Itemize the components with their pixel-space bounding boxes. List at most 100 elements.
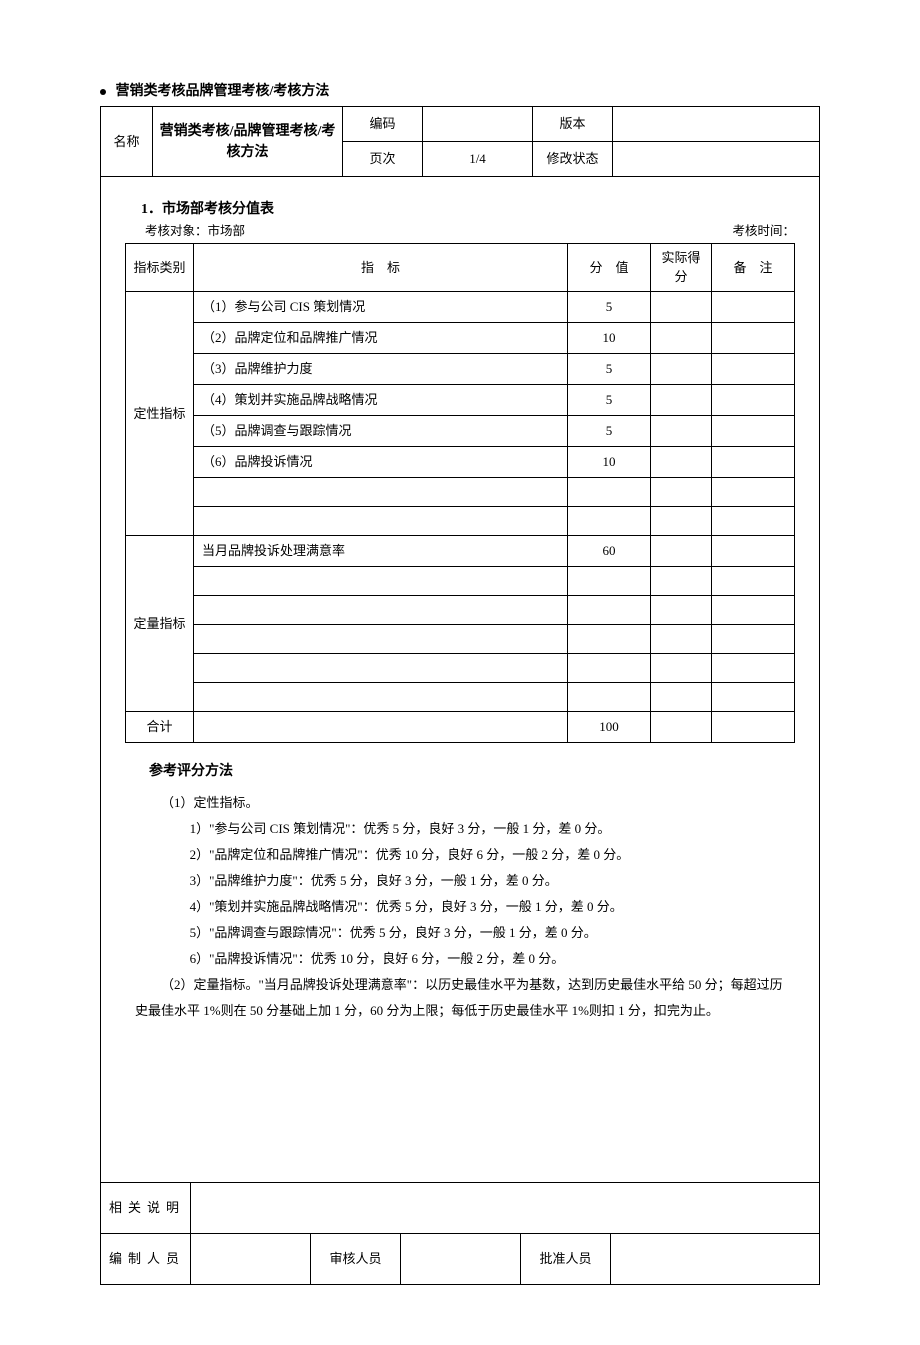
- method-title: 参考评分方法: [149, 761, 795, 782]
- qualitative-label: 定性指标: [126, 291, 194, 535]
- ind-value: 60: [568, 535, 651, 566]
- cell-actual: [651, 291, 712, 322]
- ind-text: （4）策划并实施品牌战略情况: [194, 384, 568, 415]
- cell-actual: [651, 711, 712, 742]
- cell-note: [712, 291, 795, 322]
- subject-label: 考核对象：市场部: [145, 222, 245, 241]
- table-row: （3）品牌维护力度 5: [126, 353, 795, 384]
- quantitative-label: 定量指标: [126, 535, 194, 711]
- ind-text: （6）品牌投诉情况: [194, 446, 568, 477]
- ind-value: 10: [568, 322, 651, 353]
- ind-value: 10: [568, 446, 651, 477]
- reviewer-value: [401, 1234, 521, 1285]
- ind-text: （5）品牌调查与跟踪情况: [194, 415, 568, 446]
- name-value: 营销类考核/品牌管理考核/考核方法: [153, 107, 343, 177]
- col-value: 分 值: [568, 243, 651, 291]
- table-row: [126, 566, 795, 595]
- related-table: 相关说明: [100, 1183, 820, 1234]
- document-page: 营销类考核品牌管理考核/考核方法 名称 营销类考核/品牌管理考核/考核方法 编码…: [0, 0, 920, 1345]
- cell-actual: [651, 446, 712, 477]
- ind-text: （1）参与公司 CIS 策划情况: [194, 291, 568, 322]
- reviewer-label: 审核人员: [311, 1234, 401, 1285]
- ind-text: （3）品牌维护力度: [194, 353, 568, 384]
- cell-actual: [651, 384, 712, 415]
- cell-note: [712, 384, 795, 415]
- method-p1: （1）定性指标。: [135, 790, 795, 816]
- code-value: [423, 107, 533, 142]
- ind-value: 5: [568, 384, 651, 415]
- version-value: [613, 107, 820, 142]
- related-label: 相关说明: [101, 1183, 191, 1234]
- table-row: （4）策划并实施品牌战略情况 5: [126, 384, 795, 415]
- section1-subline: 考核对象：市场部 考核时间：: [145, 222, 795, 241]
- table-row: [126, 506, 795, 535]
- cell-note: [712, 415, 795, 446]
- compiler-value: [191, 1234, 311, 1285]
- ind-value: 5: [568, 353, 651, 384]
- table-row: 定性指标 （1）参与公司 CIS 策划情况 5: [126, 291, 795, 322]
- cell-actual: [651, 322, 712, 353]
- code-label: 编码: [343, 107, 423, 142]
- col-note: 备 注: [712, 243, 795, 291]
- total-label: 合计: [126, 711, 194, 742]
- approver-value: [611, 1234, 820, 1285]
- page-title-text: 营销类考核品牌管理考核/考核方法: [116, 84, 330, 99]
- table-row: （2）品牌定位和品牌推广情况 10: [126, 322, 795, 353]
- table-row: [126, 595, 795, 624]
- ind-value: 5: [568, 291, 651, 322]
- cell-note: [712, 535, 795, 566]
- content-wrap: 1．市场部考核分值表 考核对象：市场部 考核时间： 指标类别 指 标 分 值 实…: [100, 177, 820, 1183]
- header-row-1: 名称 营销类考核/品牌管理考核/考核方法 编码 版本: [101, 107, 820, 142]
- col-actual: 实际得分: [651, 243, 712, 291]
- table-row: [126, 477, 795, 506]
- page-title: 营销类考核品牌管理考核/考核方法: [100, 80, 820, 100]
- score-header-row: 指标类别 指 标 分 值 实际得分 备 注: [126, 243, 795, 291]
- sign-table: 编制人员 审核人员 批准人员: [100, 1234, 820, 1285]
- table-row: （6）品牌投诉情况 10: [126, 446, 795, 477]
- cell-note: [712, 353, 795, 384]
- table-row: [126, 653, 795, 682]
- version-label: 版本: [533, 107, 613, 142]
- ind-text: （2）品牌定位和品牌推广情况: [194, 322, 568, 353]
- revise-label: 修改状态: [533, 142, 613, 177]
- total-value: 100: [568, 711, 651, 742]
- method-item: 2）"品牌定位和品牌推广情况"：优秀 10 分，良好 6 分，一般 2 分，差 …: [135, 842, 795, 868]
- cell-note: [712, 711, 795, 742]
- ind-value: 5: [568, 415, 651, 446]
- method-item: 6）"品牌投诉情况"：优秀 10 分，良好 6 分，一般 2 分，差 0 分。: [135, 946, 795, 972]
- table-row: （5）品牌调查与跟踪情况 5: [126, 415, 795, 446]
- cell-note: [712, 322, 795, 353]
- cell-actual: [651, 535, 712, 566]
- ind-text: 当月品牌投诉处理满意率: [194, 535, 568, 566]
- method-item: 5）"品牌调查与跟踪情况"：优秀 5 分，良好 3 分，一般 1 分，差 0 分…: [135, 920, 795, 946]
- approver-label: 批准人员: [521, 1234, 611, 1285]
- method-item: 1）"参与公司 CIS 策划情况"：优秀 5 分，良好 3 分，一般 1 分，差…: [135, 816, 795, 842]
- header-table: 名称 营销类考核/品牌管理考核/考核方法 编码 版本 页次 1/4 修改状态: [100, 106, 820, 177]
- table-row: [126, 624, 795, 653]
- page-label: 页次: [343, 142, 423, 177]
- table-row: [126, 682, 795, 711]
- section1-title: 1．市场部考核分值表: [141, 199, 795, 220]
- cell-actual: [651, 353, 712, 384]
- cell-empty: [194, 711, 568, 742]
- bullet-icon: [100, 89, 106, 95]
- compiler-label: 编制人员: [101, 1234, 191, 1285]
- related-value: [191, 1183, 820, 1234]
- method-item: 3）"品牌维护力度"：优秀 5 分，良好 3 分，一般 1 分，差 0 分。: [135, 868, 795, 894]
- table-row: 定量指标 当月品牌投诉处理满意率 60: [126, 535, 795, 566]
- related-row: 相关说明: [101, 1183, 820, 1234]
- method-item: 4）"策划并实施品牌战略情况"：优秀 5 分，良好 3 分，一般 1 分，差 0…: [135, 894, 795, 920]
- method-p2: （2）定量指标。"当月品牌投诉处理满意率"：以历史最佳水平为基数，达到历史最佳水…: [135, 972, 795, 1024]
- sign-row: 编制人员 审核人员 批准人员: [101, 1234, 820, 1285]
- score-table: 指标类别 指 标 分 值 实际得分 备 注 定性指标 （1）参与公司 CIS 策…: [125, 243, 795, 743]
- cell-actual: [651, 415, 712, 446]
- name-label: 名称: [101, 107, 153, 177]
- page-value: 1/4: [423, 142, 533, 177]
- total-row: 合计 100: [126, 711, 795, 742]
- cell-note: [712, 446, 795, 477]
- col-category: 指标类别: [126, 243, 194, 291]
- col-indicator: 指 标: [194, 243, 568, 291]
- revise-value: [613, 142, 820, 177]
- time-label: 考核时间：: [732, 222, 795, 241]
- spacer: [125, 1024, 795, 1164]
